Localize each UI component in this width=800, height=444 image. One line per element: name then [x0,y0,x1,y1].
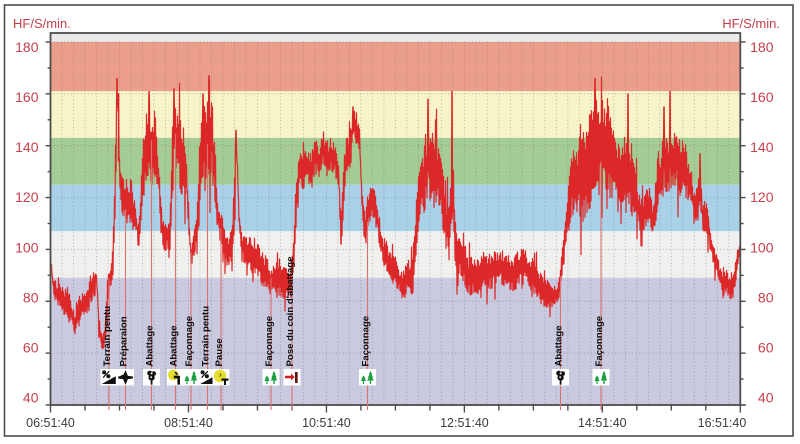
svg-text:140: 140 [15,139,39,155]
svg-text:06:51:40: 06:51:40 [26,416,75,430]
svg-text:Abattage: Abattage [145,325,156,366]
svg-text:HF/S/min.: HF/S/min. [13,16,71,31]
svg-text:16:51:40: 16:51:40 [698,416,747,430]
svg-text:Façonnage: Façonnage [361,316,372,367]
svg-text:60: 60 [758,339,774,355]
svg-text:14:51:40: 14:51:40 [578,416,627,430]
svg-text:80: 80 [758,289,774,305]
svg-text:Abattage: Abattage [554,325,565,366]
svg-text:Préparaion: Préparaion [119,316,130,366]
svg-text:Façonnage: Façonnage [184,316,195,367]
svg-text:140: 140 [750,139,774,155]
svg-text:10:51:40: 10:51:40 [302,416,351,430]
svg-text:Abattage: Abattage [169,325,180,366]
svg-text:Pause: Pause [214,338,225,366]
svg-text:12:51:40: 12:51:40 [440,416,489,430]
svg-text:100: 100 [15,239,39,255]
svg-text:Façonnage: Façonnage [594,316,605,367]
svg-text:Façonnage: Façonnage [264,316,275,367]
svg-text:40: 40 [23,390,39,406]
svg-text:180: 180 [750,39,774,55]
svg-text:100: 100 [750,239,774,255]
svg-text:Terrain pentu: Terrain pentu [201,306,212,367]
svg-text:120: 120 [15,189,39,205]
svg-text:Terrain pentu: Terrain pentu [102,306,113,367]
svg-text:HF/S/min.: HF/S/min. [722,16,780,31]
svg-text:160: 160 [15,89,39,105]
svg-text:180: 180 [15,39,39,55]
svg-text:60: 60 [23,339,39,355]
svg-text:120: 120 [750,189,774,205]
svg-text:80: 80 [23,289,39,305]
svg-text:160: 160 [750,89,774,105]
svg-text:08:51:40: 08:51:40 [164,416,213,430]
svg-text:40: 40 [758,390,774,406]
svg-text:Pose du coin d'abattage: Pose du coin d'abattage [285,257,296,367]
